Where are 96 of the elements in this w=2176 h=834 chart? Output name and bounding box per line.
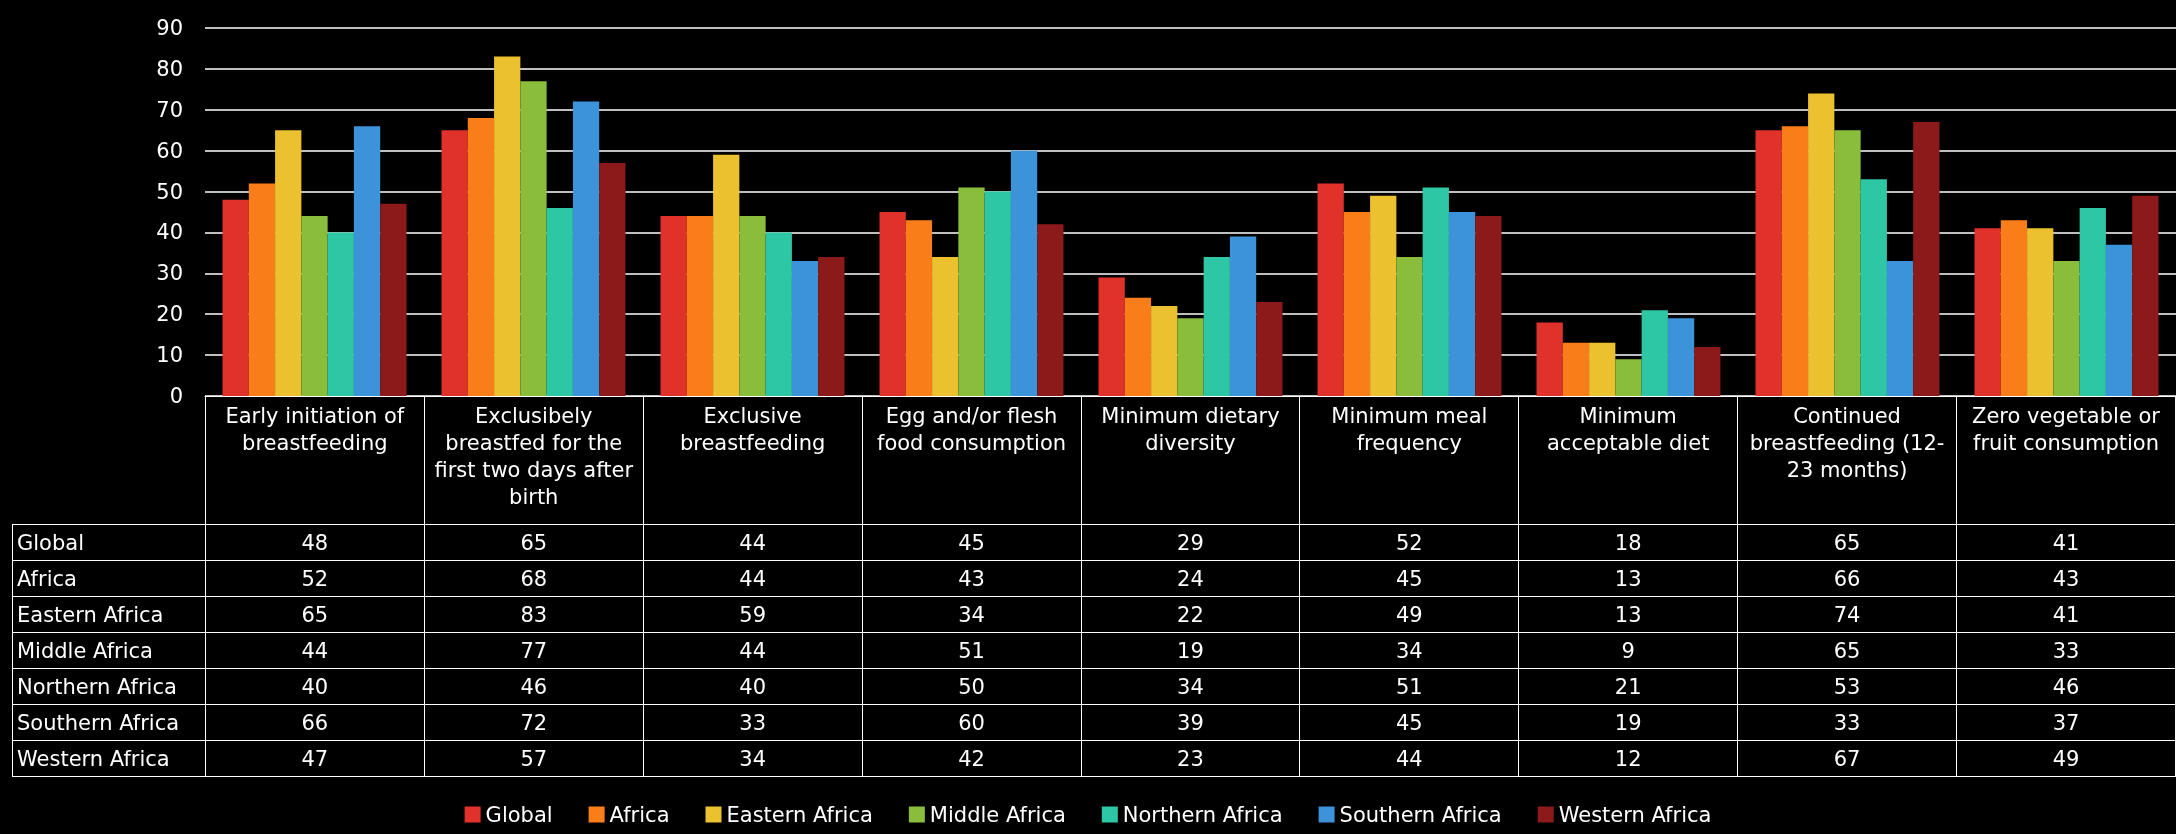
data-label: 45 xyxy=(862,524,1082,561)
data-label: 45 xyxy=(1299,704,1519,741)
data-label: 21 xyxy=(1518,668,1738,705)
data-label: 46 xyxy=(424,668,644,705)
data-label: 44 xyxy=(643,524,863,561)
data-label: 65 xyxy=(1737,632,1957,669)
data-label: 9 xyxy=(1518,632,1738,669)
y-tick-label: 90 xyxy=(156,16,183,40)
data-label: 57 xyxy=(424,740,644,777)
data-label: 33 xyxy=(1956,632,2176,669)
data-label: 40 xyxy=(205,668,425,705)
x-tick-label: Minimum acceptable diet xyxy=(1518,396,1738,525)
legend-label: Western Africa xyxy=(1558,802,1712,827)
data-label: 41 xyxy=(1956,524,2176,561)
data-label: 13 xyxy=(1518,596,1738,633)
data-label: 59 xyxy=(643,596,863,633)
data-label: 51 xyxy=(1299,668,1519,705)
data-label: 52 xyxy=(1299,524,1519,561)
data-label: 33 xyxy=(643,704,863,741)
data-label: 67 xyxy=(1737,740,1957,777)
legend-label: Middle Africa xyxy=(929,802,1066,827)
text: Western Africa xyxy=(17,746,170,771)
data-label: 50 xyxy=(862,668,1082,705)
y-tick-label: 70 xyxy=(156,97,183,122)
data-label: 47 xyxy=(205,740,425,777)
x-tick-label: Continued breastfeeding (12-23 months) xyxy=(1737,396,1957,525)
data-label: 13 xyxy=(1518,560,1738,597)
data-label: 51 xyxy=(862,632,1082,669)
y-tick-label: 0 xyxy=(169,384,183,408)
data-label: 24 xyxy=(1081,560,1300,597)
data-label: 44 xyxy=(643,632,863,669)
y-tick-label: 30 xyxy=(156,261,183,286)
data-label: 19 xyxy=(1518,704,1738,741)
text: Middle Africa xyxy=(17,638,153,663)
data-label: 68 xyxy=(424,560,644,597)
y-tick-label: 80 xyxy=(156,56,183,81)
data-label: 29 xyxy=(1081,524,1300,561)
data-label: 83 xyxy=(424,596,644,633)
data-label: 33 xyxy=(1737,704,1957,741)
y-tick-label: 20 xyxy=(156,302,183,327)
data-label: 39 xyxy=(1081,704,1300,741)
data-label: 65 xyxy=(424,524,644,561)
data-label: 49 xyxy=(1956,740,2176,777)
x-tick-label: Egg and/or flesh food consumption xyxy=(862,396,1082,525)
data-label: 66 xyxy=(1737,560,1957,597)
legend-label: Africa xyxy=(609,802,670,827)
text: Northern Africa xyxy=(17,674,177,699)
data-label: 49 xyxy=(1299,596,1519,633)
data-label: 53 xyxy=(1737,668,1957,705)
data-label: 34 xyxy=(643,740,863,777)
data-label: 44 xyxy=(643,560,863,597)
y-tick-label: 40 xyxy=(156,220,183,245)
data-label: 43 xyxy=(1956,560,2176,597)
data-label: 34 xyxy=(1299,632,1519,669)
text: Global xyxy=(17,530,84,555)
legend-label: Southern Africa xyxy=(1339,802,1502,827)
data-label: 34 xyxy=(862,596,1082,633)
data-label: 52 xyxy=(205,560,425,597)
data-label: 45 xyxy=(1299,560,1519,597)
data-label: 77 xyxy=(424,632,644,669)
data-label: 60 xyxy=(862,704,1082,741)
data-label: 65 xyxy=(205,596,425,633)
data-label: 74 xyxy=(1737,596,1957,633)
text: Africa xyxy=(17,566,77,591)
data-label: 34 xyxy=(1081,668,1300,705)
data-label: 41 xyxy=(1956,596,2176,633)
data-label: 44 xyxy=(205,632,425,669)
data-label: 46 xyxy=(1956,668,2176,705)
x-tick-label: Minimum meal frequency xyxy=(1299,396,1519,525)
y-tick-label: 10 xyxy=(156,343,183,368)
data-label: 23 xyxy=(1081,740,1300,777)
data-label: 65 xyxy=(1737,524,1957,561)
x-tick-label: Zero vegetable or fruit consumption xyxy=(1956,396,2176,525)
data-label: 40 xyxy=(643,668,863,705)
x-tick-label: Exclusive breastfeeding xyxy=(643,396,863,525)
data-label: 48 xyxy=(205,524,425,561)
data-label: 43 xyxy=(862,560,1082,597)
text: Eastern Africa xyxy=(17,602,164,627)
data-label: 44 xyxy=(1299,740,1519,777)
data-label: 12 xyxy=(1518,740,1738,777)
y-tick-label: 60 xyxy=(156,138,183,163)
legend-label: Global xyxy=(485,802,553,827)
y-tick-label: 50 xyxy=(156,179,183,204)
x-tick-label: Minimum dietary diversity xyxy=(1081,396,1300,525)
text: Southern Africa xyxy=(17,710,180,735)
data-label: 37 xyxy=(1956,704,2176,741)
x-tick-label: Exclusibely breastfed for the first two days after birth xyxy=(424,396,644,525)
x-tick-label: Early initiation of breastfeeding xyxy=(205,396,425,525)
data-label: 42 xyxy=(862,740,1082,777)
data-label: 19 xyxy=(1081,632,1300,669)
data-label: 66 xyxy=(205,704,425,741)
data-label: 22 xyxy=(1081,596,1300,633)
data-label: 18 xyxy=(1518,524,1738,561)
data-label: 72 xyxy=(424,704,644,741)
legend-label: Northern Africa xyxy=(1122,802,1283,827)
legend-label: Eastern Africa xyxy=(726,802,873,827)
